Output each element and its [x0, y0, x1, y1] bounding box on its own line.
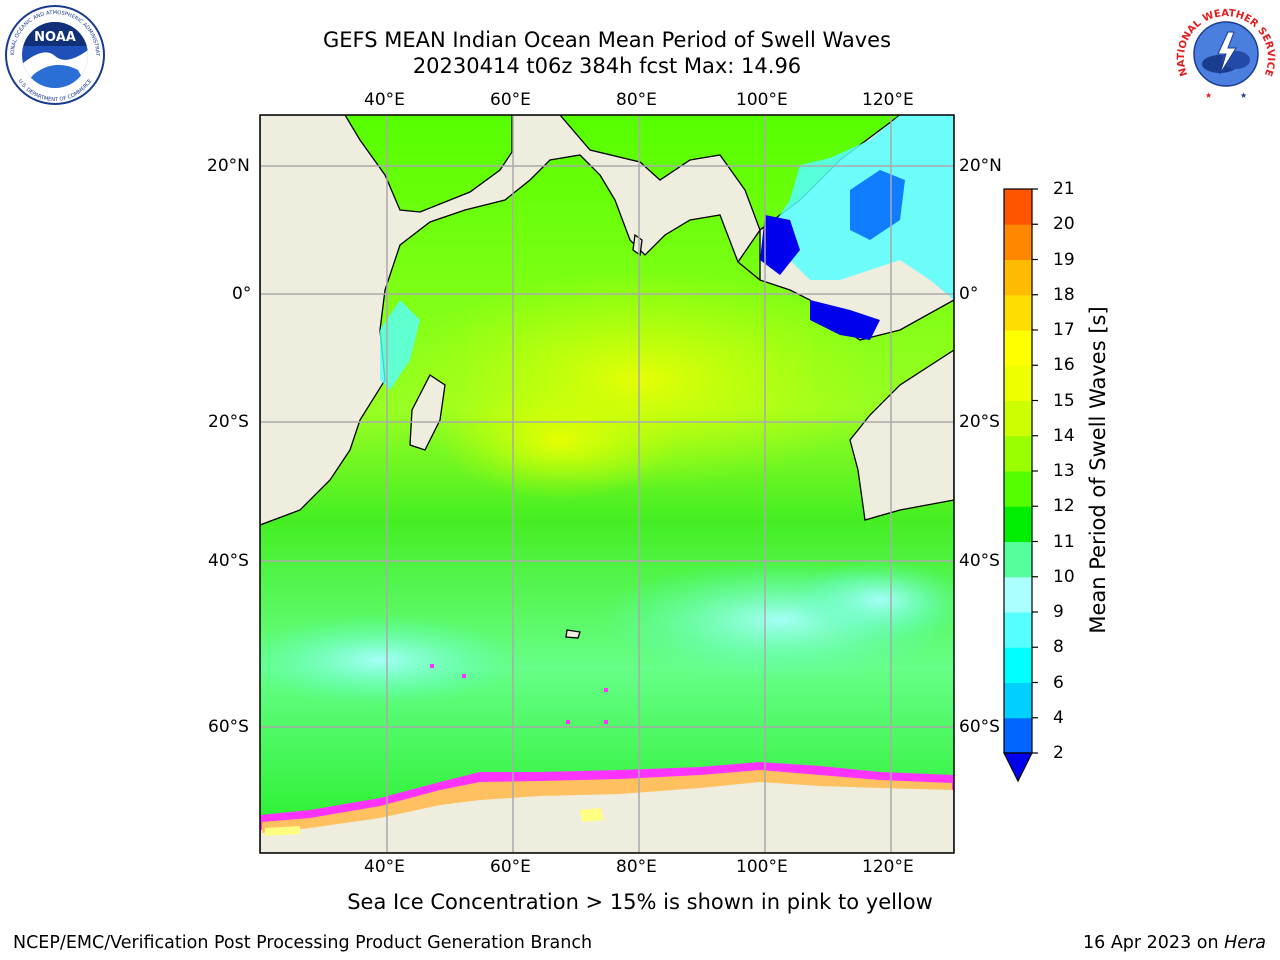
lon-label-top: 40°E — [364, 90, 405, 110]
low-period-region — [790, 560, 954, 640]
colorbar — [1003, 188, 1038, 783]
land-madagascar — [409, 374, 446, 451]
lon-label-top: 80°E — [616, 90, 657, 110]
colorbar-segment — [1004, 294, 1032, 331]
sea-ice-interior — [580, 808, 604, 822]
colorbar-tick-label: 17 — [1053, 320, 1075, 340]
lon-label-top: 60°E — [490, 90, 531, 110]
low-period-region — [260, 615, 520, 705]
lon-label-top: 120°E — [862, 90, 914, 110]
chart-title: GEFS MEAN Indian Ocean Mean Period of Sw… — [322, 28, 892, 52]
colorbar-segment — [1004, 259, 1032, 296]
footer-credit: NCEP/EMC/Verification Post Processing Pr… — [13, 933, 593, 953]
lon-label-bottom: 60°E — [490, 857, 531, 877]
colorbar-segment — [1004, 435, 1032, 472]
sea-ice-speck — [462, 674, 466, 678]
very-low-period-region — [810, 300, 880, 340]
colorbar-tick-label: 15 — [1053, 390, 1075, 411]
colorbar-tick-label: 16 — [1053, 355, 1075, 376]
colorbar-tick-label: 4 — [1053, 707, 1064, 728]
nws-star-icon: ★ — [1240, 91, 1247, 100]
noaa-logo: NATIONAL OCEANIC AND ATMOSPHERIC ADMINIS… — [4, 4, 105, 105]
colorbar-extend-arrow — [1003, 752, 1033, 783]
colorbar-tick-label: 2 — [1053, 743, 1064, 763]
lat-label-left: 20°S — [208, 412, 249, 432]
colorbar-segment — [1004, 189, 1032, 225]
lat-label-right: 0° — [959, 284, 979, 304]
lon-label-bottom: 120°E — [862, 857, 914, 877]
land-australia — [849, 349, 954, 521]
colorbar-segment — [1004, 224, 1032, 260]
lon-label-bottom: 40°E — [364, 857, 405, 877]
sea-ice-interior — [265, 826, 300, 836]
sea-ice-speck — [430, 664, 434, 668]
lon-label-bottom: 100°E — [736, 857, 788, 877]
colorbar-tick-label: 18 — [1053, 284, 1075, 305]
colorbar-tick-label: 6 — [1053, 672, 1064, 693]
footer-date-text: 16 Apr 2023 on — [1083, 933, 1225, 953]
colorbar-segment — [1004, 647, 1032, 683]
low-period-region — [380, 300, 420, 390]
lon-label-bottom: 80°E — [616, 857, 657, 877]
nws-star-icon: ★ — [1205, 91, 1212, 100]
colorbar-segment — [1004, 576, 1032, 613]
colorbar-tick-label: 10 — [1053, 566, 1075, 587]
nws-logo: NATIONAL WEATHER SERVICE ★ ★ — [1176, 4, 1276, 104]
colorbar-tick-label: 8 — [1053, 637, 1064, 658]
sea-ice-speck — [566, 720, 570, 724]
colorbar-label: Mean Period of Swell Waves [s] — [1086, 306, 1110, 634]
colorbar-tick-label: 13 — [1053, 461, 1075, 481]
colorbar-segment — [1004, 400, 1032, 437]
colorbar-segment — [1004, 330, 1032, 366]
colorbar-segment — [1004, 506, 1032, 542]
high-period-region — [440, 380, 680, 500]
colorbar-tick-label: 19 — [1053, 249, 1075, 270]
very-low-period-region — [760, 215, 800, 275]
colorbar-tick-label: 20 — [1053, 214, 1075, 235]
colorbar-segment — [1004, 717, 1032, 754]
colorbar-segment — [1004, 471, 1032, 507]
lat-label-left: 0° — [232, 284, 252, 304]
sea-ice-speck — [604, 688, 608, 692]
lat-label-right: 20°N — [959, 156, 1002, 176]
colorbar-tick-label: 21 — [1053, 179, 1075, 199]
noaa-logo-text: NOAA — [34, 30, 76, 45]
lat-label-right: 20°S — [959, 412, 1000, 432]
colorbar-segment — [1004, 365, 1032, 401]
lat-label-left: 60°S — [208, 717, 249, 737]
footer-machine: Hera — [1224, 933, 1266, 953]
colorbar-tick-label: 12 — [1053, 496, 1075, 517]
map-border — [259, 114, 955, 854]
colorbar-tick-label: 9 — [1053, 602, 1064, 622]
lon-label-top: 100°E — [736, 90, 788, 110]
colorbar-tick-label: 11 — [1053, 531, 1075, 552]
sea-ice-interior — [262, 770, 952, 833]
lat-label-right: 60°S — [959, 717, 1000, 737]
footer-date: 16 Apr 2023 on Hera — [1083, 932, 1266, 954]
land-kerguelen — [565, 629, 581, 639]
sea-ice-speck — [604, 720, 608, 724]
lat-label-right: 40°S — [959, 551, 1000, 571]
sea-ice-caption: Sea Ice Concentration > 15% is shown in … — [347, 890, 933, 914]
colorbar-segment — [1004, 541, 1032, 578]
chart-subtitle: 20230414 t06z 384h fcst Max: 14.96 — [412, 54, 802, 78]
colorbar-segment — [1004, 682, 1032, 719]
lat-label-left: 40°S — [208, 551, 249, 571]
colorbar-segment — [1004, 612, 1032, 648]
lat-label-left: 20°N — [207, 156, 250, 176]
colorbar-tick-label: 14 — [1053, 425, 1075, 446]
